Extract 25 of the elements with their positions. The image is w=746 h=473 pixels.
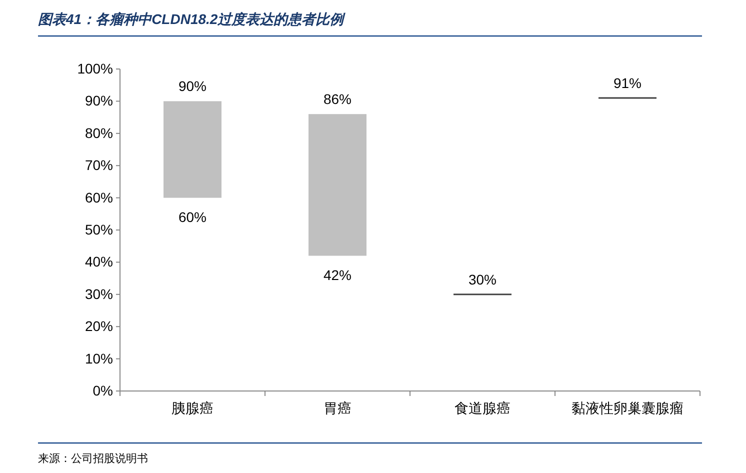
data-label: 86% [323,91,352,108]
y-tick-label: 0% [92,382,113,398]
x-tick-label: 食道腺癌 [454,400,510,416]
y-tick-label: 90% [84,92,113,109]
y-tick-label: 40% [84,254,113,270]
x-tick-label: 黏液性卵巢囊腺瘤 [572,400,684,416]
y-tick-label: 70% [84,157,113,174]
y-tick-label: 100% [77,60,113,76]
data-label: 90% [178,78,207,94]
y-tick-label: 20% [84,318,113,334]
y-tick-label: 60% [84,189,113,206]
y-tick-label: 10% [84,350,113,366]
annotation: 42% [323,266,352,283]
x-tick-label: 胰腺癌 [172,400,214,416]
chart-title: 图表41：各瘤种中CLDN18.2过度表达的患者比例 [38,11,346,27]
data-label: 30% [468,271,497,288]
y-tick-label: 80% [84,124,113,141]
data-label: 91% [613,74,642,91]
bar [308,114,366,256]
source-note: 来源：公司招股说明书 [38,452,148,465]
bar [164,101,222,198]
annotation: 60% [178,208,207,225]
y-tick-label: 50% [84,221,113,238]
x-tick-label: 胃癌 [324,400,352,416]
y-tick-label: 30% [84,286,113,302]
